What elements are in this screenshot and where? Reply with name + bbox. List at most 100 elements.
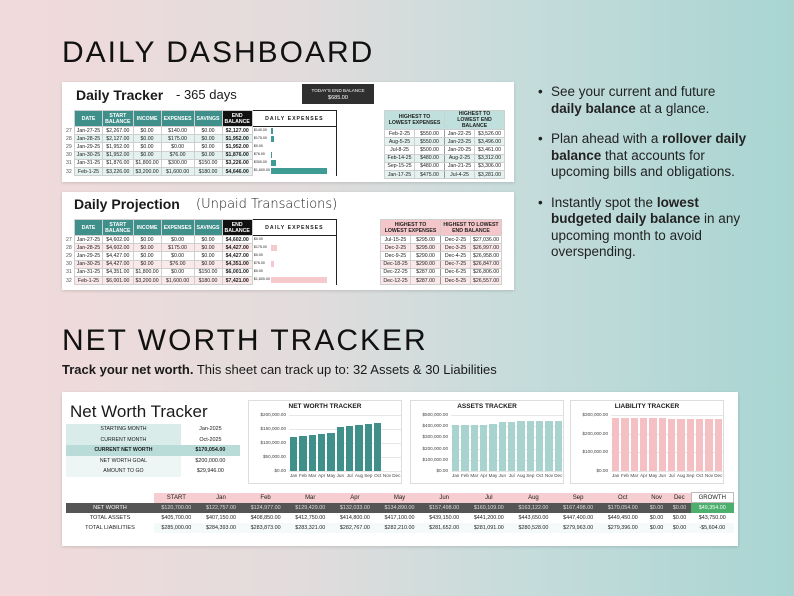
x-tick-label: Dec	[714, 473, 723, 478]
table-cell: $0.00	[668, 512, 692, 523]
expense-value: $300.00	[253, 160, 267, 165]
table-cell: Feb-14-25	[384, 153, 415, 163]
table-cell: $4,602.00	[221, 234, 253, 245]
chart-bar	[526, 420, 534, 471]
gridline	[289, 471, 401, 472]
table-row: 28 Jan-28-25 $4,602.00 $0.00 $175.00 $0.00 $4,…	[64, 243, 337, 253]
table-cell: $500.00	[414, 145, 445, 155]
column-header: START BALANCE	[102, 110, 134, 127]
gridline	[289, 443, 401, 444]
table-cell: Dec-6-25	[440, 267, 471, 277]
y-tick-label: $0.00	[436, 468, 449, 473]
table-cell: $0.00	[160, 234, 195, 245]
table-cell: $1,600.00	[160, 166, 195, 177]
table-cell: $0.00	[132, 251, 162, 261]
table-cell: Jan-27-25	[73, 125, 104, 136]
daily-dashboard-heading: DAILY DASHBOARD	[62, 36, 375, 69]
chart-bar	[686, 418, 694, 471]
projection-table: DATE START BALANCE INCOME EXPENSES SAVINGS EN…	[64, 219, 337, 286]
table-row: 30 Jan-30-25 $4,427.00 $0.00 $76.00 $0.00 $4,3…	[64, 259, 337, 269]
bullet-item: See your current and future daily balanc…	[538, 84, 748, 117]
bullet-bold: rollover daily balance	[551, 131, 747, 163]
x-tick-label: Sep	[364, 473, 373, 478]
row-number: 28	[66, 244, 72, 251]
tracker-lowest-table: HIGHEST TO LOWEST EXPENSES HIGHEST TO LOW…	[384, 110, 505, 180]
table-cell: $0.00	[193, 243, 223, 253]
table-cell: $0.00	[132, 150, 162, 160]
x-tick-label: Jul	[508, 473, 515, 478]
table-cell: $180.00	[193, 275, 223, 286]
x-tick-label: Aug	[676, 473, 686, 478]
summary-label: CURRENT MONTH	[66, 434, 181, 445]
table-cell: $1,876.00	[102, 158, 134, 168]
chart-bar	[336, 426, 344, 471]
summary-row: NET WORTH GOAL $200,000.00	[66, 455, 240, 466]
chart-bar	[517, 421, 525, 471]
tagline-bold: Track your net worth.	[62, 362, 194, 377]
chart-bar	[536, 420, 544, 471]
table-cell: $129,429.00	[287, 502, 333, 513]
row-number: 32	[66, 168, 72, 175]
expense-bar	[270, 261, 274, 268]
month-header: Dec	[668, 492, 692, 503]
table-cell: $285,000.00	[154, 522, 199, 533]
expense-bar-cell: $0.00	[251, 268, 337, 277]
y-tick-label: $200,000.00	[260, 412, 286, 417]
month-header: Mar	[287, 492, 333, 503]
tracker-subtitle: - 365 days	[176, 87, 237, 102]
gridline	[451, 415, 563, 416]
table-cell: $76.00	[160, 259, 195, 269]
table-cell: $6,001.00	[102, 275, 134, 286]
table-cell: $150.00	[193, 267, 223, 277]
table-cell: $480.00	[414, 161, 445, 171]
column-header: END BALANCE	[221, 110, 253, 127]
table-cell: $417,100.00	[377, 512, 422, 523]
table-cell: $282,767.00	[332, 522, 378, 533]
table-cell: $4,646.00	[221, 166, 253, 177]
summary-row: CURRENT MONTH Oct-2025	[66, 434, 240, 445]
table-cell: Jan-21-25	[444, 161, 475, 171]
expense-value: $175.00	[253, 244, 267, 249]
table-cell: Dec-5-25	[440, 275, 471, 286]
x-tick-label: Jul	[668, 473, 675, 478]
expense-value: $1,600.00	[253, 277, 270, 282]
table-cell: $279,963.00	[555, 522, 601, 533]
table-cell: $0.00	[645, 522, 669, 533]
y-tick-label: $100,000.00	[260, 440, 286, 445]
expense-bar-cell: $0.00	[251, 142, 337, 152]
table-cell: $281,652.00	[421, 522, 467, 533]
feature-bullets: See your current and future daily balanc…	[538, 84, 748, 275]
table-cell: $0.00	[193, 134, 223, 144]
table-cell: $4,427.00	[221, 251, 253, 261]
table-cell: $6,001.00	[221, 267, 253, 277]
gridline	[611, 471, 723, 472]
summary-label: STARTING MONTH	[66, 424, 181, 435]
row-number-header	[64, 219, 75, 236]
table-row: Dec-2-25 $295.00 Dec-3-25 $26,997.00	[380, 243, 502, 253]
table-cell: Dec-18-25	[380, 259, 411, 269]
table-cell: $550.00	[414, 137, 445, 147]
chart-bar	[374, 423, 382, 471]
table-row: Jan-17-25 $475.00 Jul-4-25 $3,281.00	[384, 169, 505, 180]
table-cell: $26,806.00	[470, 267, 502, 277]
tracker-table: DATE START BALANCE INCOME EXPENSES SAVINGS EN…	[64, 110, 337, 177]
month-header: Jan	[198, 492, 244, 503]
table-cell: Jan-28-25	[73, 134, 104, 144]
chart-bar	[705, 418, 713, 471]
expense-value: $0.00	[253, 143, 263, 148]
table-row: Aug-5-25 $550.00 Jan-23-25 $3,496.00	[384, 137, 505, 147]
table-cell: Jan-20-25	[444, 145, 475, 155]
x-tick-label: Mar	[630, 473, 639, 478]
x-tick-label: Aug	[354, 473, 364, 478]
expense-value: $0.00	[253, 252, 263, 257]
table-cell: $76.00	[160, 150, 195, 160]
table-cell: $7,421.00	[221, 275, 253, 286]
summary-value: Jan-2025	[180, 424, 240, 435]
table-cell: $4,427.00	[221, 243, 253, 253]
month-header: Nov	[645, 492, 669, 503]
gridline	[289, 429, 401, 430]
y-tick-label: $200,000.00	[422, 445, 448, 451]
table-cell: $132,033.00	[332, 502, 378, 513]
expense-bar	[270, 160, 277, 167]
table-row: TOTAL ASSETS $405,700.00 $407,150.00 $408,8…	[66, 512, 734, 523]
